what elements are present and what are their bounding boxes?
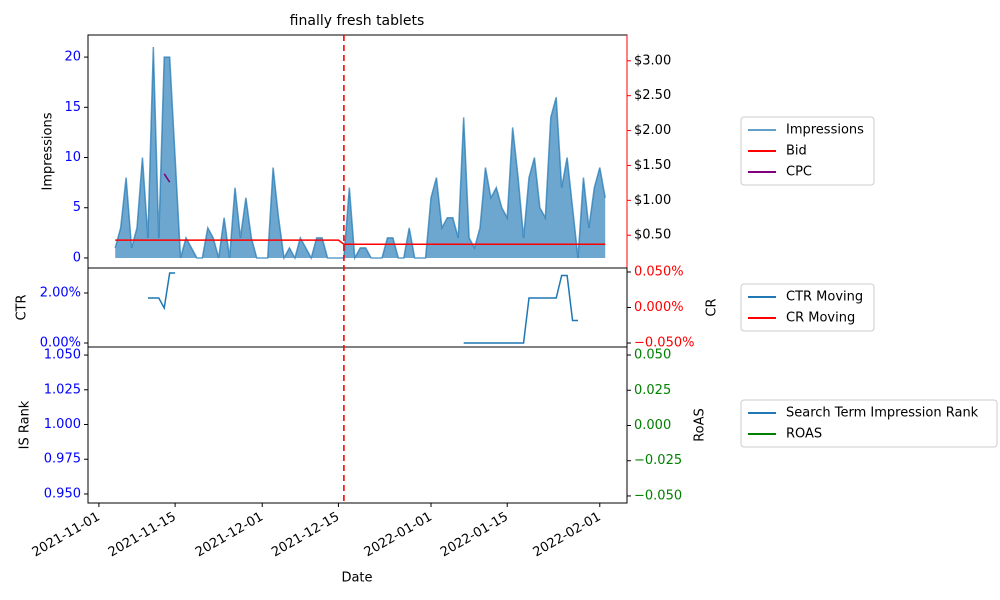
y2-tick-label: $2.50 (634, 88, 671, 103)
x-tick-label: 2021-11-01 (30, 510, 103, 561)
legend-label: CR Moving (786, 311, 855, 326)
legend-label: Search Term Impression Rank (786, 406, 979, 421)
legend-box (740, 116, 875, 186)
y-axis-label: Impressions (41, 112, 56, 190)
y2-tick-label: 0.000% (634, 300, 684, 315)
series-line (115, 239, 606, 246)
y-tick-label: 0.00% (40, 336, 81, 351)
y2-tick-label: 0.050 (634, 348, 671, 363)
y2-tick-label: $2.00 (634, 123, 671, 138)
y2-tick-label: −0.050 (634, 488, 682, 503)
y-tick-label: 15 (64, 100, 81, 115)
legend-label: CTR Moving (786, 290, 863, 305)
series-line (147, 272, 578, 344)
series-line (114, 47, 606, 261)
chart-title: finally fresh tablets (290, 13, 425, 29)
y-axis-label: IS Rank (18, 400, 33, 449)
y2-tick-label: $3.00 (634, 53, 671, 68)
axes-frame (87, 346, 628, 504)
y2-tick-label: $0.50 (634, 228, 671, 243)
y2-axis-label: RoAS (693, 408, 708, 442)
legend-label: CPC (786, 165, 812, 180)
y-tick-label: 1.000 (44, 417, 81, 432)
x-tick-label: 2022-01-15 (438, 510, 511, 561)
y-tick-label: 0.950 (44, 486, 81, 501)
legend-label: Impressions (786, 123, 864, 138)
y-tick-label: 1.050 (44, 348, 81, 363)
x-tick-label: 2021-11-15 (106, 510, 179, 561)
y2-tick-label: −0.050% (634, 336, 694, 351)
y2-tick-label: 0.050% (634, 264, 684, 279)
y2-tick-label: $1.00 (634, 193, 671, 208)
legend-label: ROAS (786, 427, 822, 442)
y-tick-label: 1.025 (44, 382, 81, 397)
y2-axis-label: CR (705, 298, 720, 316)
legend-box (740, 399, 998, 448)
x-tick-label: 2022-01-01 (362, 510, 435, 561)
y-tick-label: 10 (64, 150, 81, 165)
y2-tick-label: 0.000 (634, 418, 671, 433)
y-axis-label: CTR (15, 294, 30, 320)
x-axis-label: Date (341, 571, 372, 586)
x-tick-label: 2022-02-01 (531, 510, 604, 561)
legend-box (740, 283, 875, 332)
y-tick-label: 0.975 (44, 452, 81, 467)
x-tick-label: 2021-12-15 (269, 510, 342, 561)
y2-tick-label: −0.025 (634, 453, 682, 468)
series-area (115, 47, 606, 258)
series-line (163, 173, 171, 183)
y-tick-label: 5 (73, 200, 81, 215)
y-tick-label: 2.00% (40, 286, 81, 301)
x-tick-label: 2021-12-01 (193, 510, 266, 561)
y2-tick-label: $1.50 (634, 158, 671, 173)
legend-label: Bid (786, 144, 807, 159)
y-tick-label: 0 (73, 250, 81, 265)
y-tick-label: 20 (64, 50, 81, 65)
y2-tick-label: 0.025 (634, 383, 671, 398)
